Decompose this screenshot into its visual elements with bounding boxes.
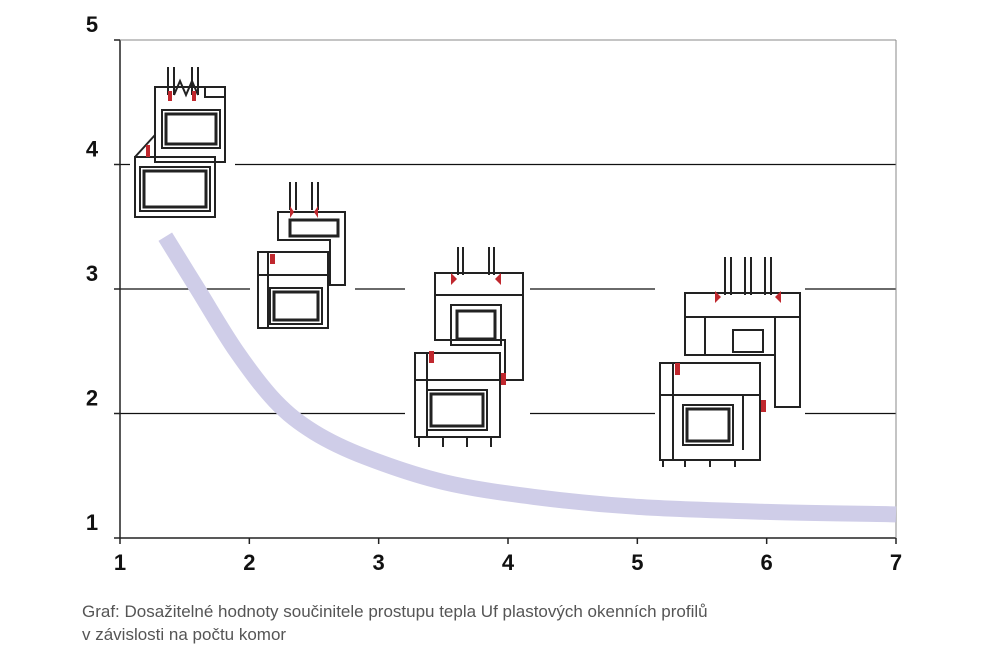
series-line-0 bbox=[158, 232, 897, 523]
profile-2-icon bbox=[250, 180, 355, 330]
caption-line-2: v závislosti na počtu komor bbox=[82, 625, 287, 644]
y-tick-label: 2 bbox=[86, 386, 98, 411]
y-tick-label: 4 bbox=[86, 137, 99, 162]
chart-caption: Graf: Dosažitelné hodnoty součinitele pr… bbox=[82, 600, 942, 646]
x-tick-label: 3 bbox=[373, 550, 385, 575]
profile-5-icon bbox=[655, 255, 805, 467]
caption-line-1: Graf: Dosažitelné hodnoty součinitele pr… bbox=[82, 602, 708, 621]
tick-labels: 1 2 3 4 5 6 7 1 2 3 4 5 bbox=[86, 12, 902, 575]
y-tick-label: 1 bbox=[86, 510, 98, 535]
x-tick-label: 7 bbox=[890, 550, 902, 575]
profile-3-icon bbox=[405, 245, 530, 450]
y-tick-label: 5 bbox=[86, 12, 98, 37]
x-tick-label: 4 bbox=[502, 550, 515, 575]
chart: 1 2 3 4 5 6 7 1 2 3 4 5 bbox=[86, 12, 902, 575]
profile-1-icon bbox=[130, 65, 235, 225]
x-tick-label: 1 bbox=[114, 550, 126, 575]
x-tick-label: 5 bbox=[631, 550, 643, 575]
x-tick-label: 6 bbox=[761, 550, 773, 575]
axes bbox=[114, 39, 897, 544]
y-tick-label: 3 bbox=[86, 261, 98, 286]
uf-curve bbox=[158, 232, 897, 523]
x-tick-label: 2 bbox=[243, 550, 255, 575]
